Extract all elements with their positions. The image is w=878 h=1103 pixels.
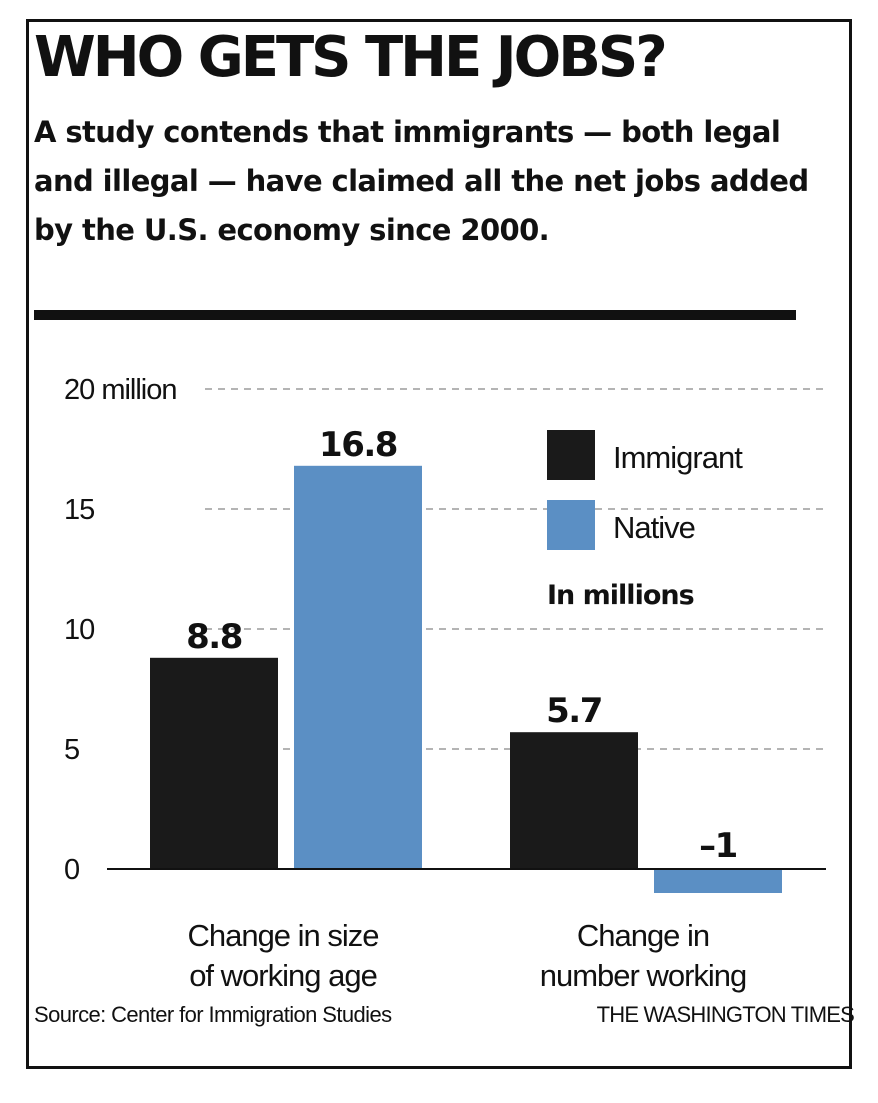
y-tick-label: 10 — [64, 614, 94, 646]
bars — [150, 465, 782, 893]
y-tick-label: 5 — [64, 734, 79, 766]
source-note: Source: Center for Immigration Studies — [34, 1002, 392, 1027]
bar-native-2 — [654, 869, 782, 893]
units-note: In millions — [547, 580, 694, 611]
header-rule — [34, 310, 796, 320]
bar-value-label: 16.8 — [319, 425, 397, 465]
bar-immigrant-1 — [150, 657, 278, 869]
x-axis-labels: Change in size of working age Change in num… — [187, 918, 747, 993]
legend-label-immigrant: Immigrant — [613, 440, 743, 475]
graphic-frame — [26, 19, 852, 1069]
bar-native-1 — [294, 465, 422, 869]
chart-subtitle: A study contends that immigrants — both … — [34, 115, 809, 247]
y-tick-label: 15 — [64, 494, 94, 526]
legend-swatch-native — [547, 500, 595, 550]
chart-title: WHO GETS THE JOBS? — [34, 25, 668, 90]
bar-value-labels: 8.8 16.8 5.7 –1 — [186, 425, 738, 866]
legend-label-native: Native — [613, 510, 695, 545]
category-label-1: Change in size of working age — [187, 918, 378, 993]
category-label-2: Change in number working — [540, 918, 747, 993]
bar-value-label: 8.8 — [186, 617, 242, 657]
bar-immigrant-2 — [510, 732, 638, 869]
publisher-credit: THE WASHINGTON TIMES — [596, 1002, 855, 1027]
y-tick-label: 20 million — [64, 374, 177, 406]
y-tick-label: 0 — [64, 854, 79, 886]
bar-value-label: –1 — [699, 826, 737, 866]
bar-value-label: 5.7 — [546, 691, 602, 731]
legend-swatch-immigrant — [547, 430, 595, 480]
legend: Immigrant Native In millions — [547, 430, 744, 611]
y-axis-ticks: 0 5 10 15 20 million — [64, 374, 178, 886]
